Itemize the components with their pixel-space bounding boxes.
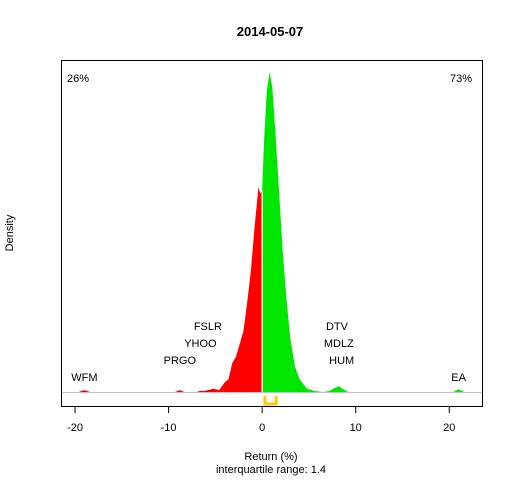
pct-positive-label: 73% — [450, 73, 472, 85]
ticker-label: FSLR — [194, 321, 222, 333]
x-tick-label: 0 — [259, 422, 265, 434]
x-tick-label: -20 — [67, 422, 83, 434]
ticker-label: EA — [451, 372, 466, 384]
ticker-label: PRGO — [164, 355, 197, 367]
plot-frame — [61, 60, 483, 407]
density-area-positive — [262, 72, 465, 392]
x-tick-label: 20 — [443, 422, 455, 434]
x-tick-label: 10 — [350, 422, 362, 434]
x-tick-label: -10 — [161, 422, 177, 434]
chart-title: 2014-05-07 — [237, 24, 304, 39]
iqr-bracket — [263, 396, 278, 406]
ticker-label: DTV — [326, 321, 349, 333]
chart-subtitle: interquartile range: 1.4 — [216, 464, 326, 476]
x-axis-label: Return (%) — [244, 451, 297, 463]
ticker-label: MDLZ — [324, 338, 354, 350]
density-area-negative — [78, 187, 263, 392]
plot-area: WFM PRGO YHOO FSLR DTV MDLZ HUM EA — [61, 60, 483, 407]
ticker-label: HUM — [329, 355, 354, 367]
ticker-label: YHOO — [184, 338, 217, 350]
ticker-label: WFM — [71, 372, 97, 384]
x-axis: -20 -10 0 10 20 — [67, 406, 455, 434]
y-axis-label: Density — [4, 214, 16, 251]
pct-negative-label: 26% — [67, 73, 89, 85]
